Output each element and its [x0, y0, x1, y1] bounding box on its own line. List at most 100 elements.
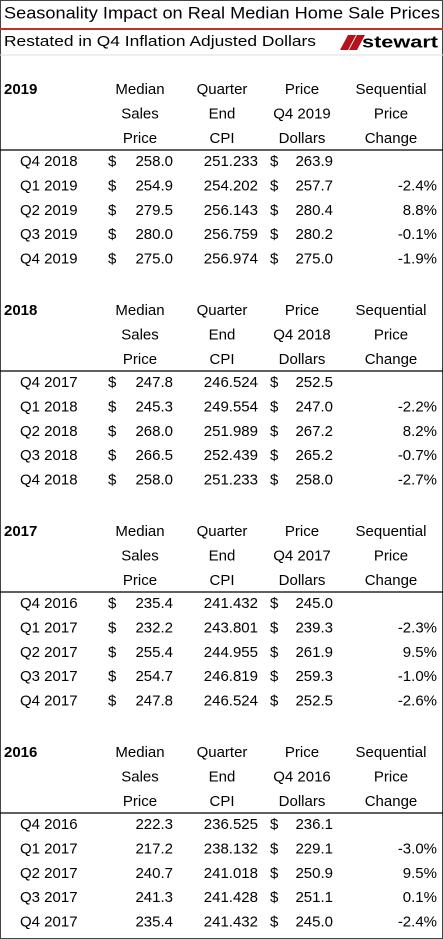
column-header: Price	[123, 351, 157, 368]
sequential-change: -1.9%	[398, 251, 437, 268]
quarter-label: Q4 2017	[20, 374, 78, 391]
sales-price: 235.4	[135, 914, 173, 931]
cpi-value: 241.432	[204, 914, 258, 931]
adjusted-price: 251.1	[295, 889, 333, 906]
column-header: Sales	[121, 547, 159, 564]
cpi-value: 236.525	[204, 816, 258, 833]
currency-symbol: $	[108, 153, 117, 170]
currency-symbol: $	[270, 865, 279, 882]
column-header: Price	[123, 793, 157, 810]
currency-symbol: $	[270, 153, 279, 170]
column-header: Q4 2018	[273, 326, 331, 343]
cpi-value: 241.428	[204, 889, 258, 906]
sales-price: 222.3	[135, 816, 173, 833]
column-header: Sequential	[356, 523, 427, 540]
adjusted-price: 252.5	[295, 693, 333, 710]
adjusted-price: 236.1	[295, 816, 333, 833]
sales-price: 266.5	[135, 447, 173, 464]
currency-symbol: $	[270, 398, 279, 415]
adjusted-price: 261.9	[295, 644, 333, 661]
cpi-value: 241.018	[204, 865, 258, 882]
currency-symbol: $	[108, 668, 117, 685]
currency-symbol: $	[270, 595, 279, 612]
column-header: Q4 2017	[273, 547, 331, 564]
currency-symbol: $	[108, 619, 117, 636]
adjusted-price: 239.3	[295, 619, 333, 636]
quarter-label: Q1 2019	[20, 177, 78, 194]
quarter-label: Q3 2017	[20, 889, 78, 906]
column-header: Price	[123, 130, 157, 147]
title: Seasonality Impact on Real Median Home S…	[4, 3, 440, 22]
sequential-change: 9.5%	[403, 865, 437, 882]
column-header: Price	[374, 768, 408, 785]
sequential-change: -2.2%	[398, 398, 437, 415]
cpi-value: 243.801	[204, 619, 258, 636]
sequential-change: -2.7%	[398, 472, 437, 489]
currency-symbol: $	[270, 693, 279, 710]
column-header: Price	[285, 523, 319, 540]
sales-price: 254.9	[135, 177, 173, 194]
sales-price: 245.3	[135, 398, 173, 415]
sequential-change: -2.6%	[398, 693, 437, 710]
currency-symbol: $	[108, 423, 117, 440]
currency-symbol: $	[270, 226, 279, 243]
currency-symbol: $	[270, 251, 279, 268]
column-header: Price	[123, 572, 157, 589]
currency-symbol: $	[270, 202, 279, 219]
sales-price: 280.0	[135, 226, 173, 243]
column-header: End	[209, 105, 236, 122]
adjusted-price: 265.2	[295, 447, 333, 464]
sequential-change: 8.2%	[403, 423, 437, 440]
currency-symbol: $	[270, 889, 279, 906]
currency-symbol: $	[108, 226, 117, 243]
currency-symbol: $	[270, 374, 279, 391]
subtitle: Restated in Q4 Inflation Adjusted Dollar…	[4, 33, 316, 50]
column-header: Price	[285, 81, 319, 98]
currency-symbol: $	[270, 619, 279, 636]
sales-price: 247.8	[135, 693, 173, 710]
column-header: CPI	[209, 351, 234, 368]
section-year: 2016	[4, 744, 37, 761]
column-header: Sequential	[356, 744, 427, 761]
quarter-label: Q3 2017	[20, 668, 78, 685]
cpi-value: 252.439	[204, 447, 258, 464]
sales-price: 258.0	[135, 153, 173, 170]
column-header: Price	[374, 547, 408, 564]
section-year: 2019	[4, 81, 37, 98]
quarter-label: Q1 2017	[20, 619, 78, 636]
currency-symbol: $	[108, 202, 117, 219]
column-header: CPI	[209, 793, 234, 810]
quarter-label: Q4 2016	[20, 816, 78, 833]
adjusted-price: 257.7	[295, 177, 333, 194]
cpi-value: 251.233	[204, 153, 258, 170]
adjusted-price: 258.0	[295, 472, 333, 489]
column-header: Change	[365, 572, 418, 589]
sequential-change: -0.7%	[398, 447, 437, 464]
cpi-value: 246.524	[204, 693, 258, 710]
quarter-label: Q2 2019	[20, 202, 78, 219]
column-header: Price	[374, 326, 408, 343]
section-year: 2018	[4, 302, 37, 319]
currency-symbol: $	[270, 668, 279, 685]
currency-symbol: $	[108, 693, 117, 710]
sales-price: 254.7	[135, 668, 173, 685]
column-header: Dollars	[279, 572, 326, 589]
cpi-value: 256.759	[204, 226, 258, 243]
cpi-value: 249.554	[204, 398, 258, 415]
currency-symbol: $	[108, 398, 117, 415]
logo-mark	[340, 35, 365, 50]
cpi-value: 254.202	[204, 177, 258, 194]
column-header: Price	[374, 105, 408, 122]
column-header: Sequential	[356, 302, 427, 319]
currency-symbol: $	[270, 914, 279, 931]
sales-price: 255.4	[135, 644, 173, 661]
currency-symbol: $	[270, 447, 279, 464]
adjusted-price: 263.9	[295, 153, 333, 170]
column-header: Q4 2019	[273, 105, 331, 122]
sequential-change: -3.0%	[398, 840, 437, 857]
cpi-value: 244.955	[204, 644, 258, 661]
currency-symbol: $	[108, 472, 117, 489]
currency-symbol: $	[108, 177, 117, 194]
column-header: Sequential	[356, 81, 427, 98]
